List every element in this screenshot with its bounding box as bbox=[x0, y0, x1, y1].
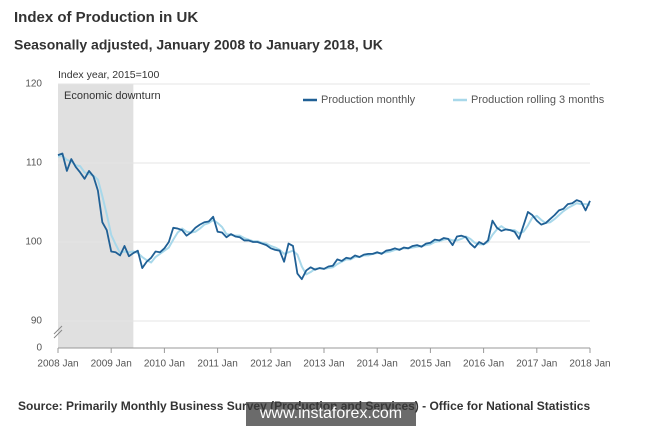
x-tick-label: 2014 Jan bbox=[357, 359, 398, 370]
x-tick-label: 2011 Jan bbox=[197, 359, 237, 370]
x-tick-label: 2015 Jan bbox=[410, 359, 451, 370]
y-tick-label: 0 bbox=[36, 343, 42, 354]
x-tick-label: 2008 Jan bbox=[37, 359, 78, 370]
x-tick-label: 2017 Jan bbox=[516, 359, 557, 370]
y-tick-label: 120 bbox=[25, 79, 42, 90]
x-tick-label: 2013 Jan bbox=[303, 359, 344, 370]
axis-break bbox=[53, 329, 63, 339]
chart-title: Index of Production in UK bbox=[14, 9, 198, 26]
shaded-region bbox=[58, 84, 134, 348]
series-line bbox=[57, 152, 591, 281]
watermark: www.instaforex.com bbox=[259, 405, 402, 422]
x-tick-label: 2010 Jan bbox=[144, 359, 185, 370]
chart-subtitle: Seasonally adjusted, January 2008 to Jan… bbox=[14, 37, 383, 53]
y-tick-label: 90 bbox=[31, 316, 43, 327]
x-tick-label: 2018 Jan bbox=[569, 359, 610, 370]
legend-label: Production rolling 3 months bbox=[471, 94, 605, 106]
x-tick-label: 2016 Jan bbox=[463, 359, 504, 370]
x-tick-label: 2009 Jan bbox=[91, 359, 132, 370]
legend-label: Production monthly bbox=[321, 94, 416, 106]
shaded-region-label: Economic downturn bbox=[64, 90, 161, 102]
y-tick-label: 100 bbox=[25, 237, 42, 248]
axis-break bbox=[53, 325, 63, 335]
watermark-bg bbox=[246, 402, 416, 426]
y-axis-label: Index year, 2015=100 bbox=[58, 69, 159, 81]
series-line bbox=[57, 154, 591, 276]
y-tick-label: 110 bbox=[26, 158, 42, 169]
x-tick-label: 2012 Jan bbox=[250, 359, 291, 370]
